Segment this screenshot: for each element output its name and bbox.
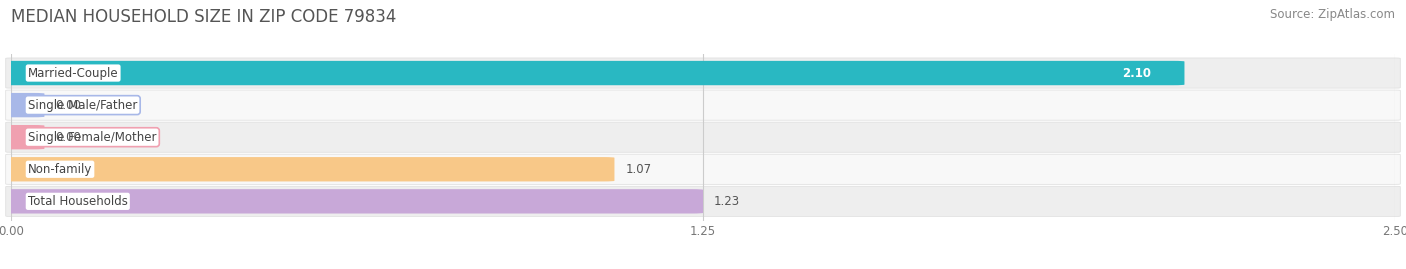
Text: 0.00: 0.00: [55, 131, 82, 144]
Text: 2.10: 2.10: [1122, 66, 1152, 80]
FancyBboxPatch shape: [6, 90, 1400, 120]
FancyBboxPatch shape: [0, 93, 45, 117]
FancyBboxPatch shape: [0, 189, 703, 214]
FancyBboxPatch shape: [6, 186, 1400, 217]
Text: 1.07: 1.07: [626, 163, 651, 176]
FancyBboxPatch shape: [0, 125, 45, 149]
Text: Source: ZipAtlas.com: Source: ZipAtlas.com: [1270, 8, 1395, 21]
Text: Married-Couple: Married-Couple: [28, 66, 118, 80]
Text: 1.23: 1.23: [714, 195, 740, 208]
Text: Single Male/Father: Single Male/Father: [28, 99, 138, 112]
FancyBboxPatch shape: [6, 58, 1400, 88]
Text: 0.00: 0.00: [55, 99, 82, 112]
FancyBboxPatch shape: [6, 154, 1400, 184]
FancyBboxPatch shape: [0, 157, 614, 182]
Text: Total Households: Total Households: [28, 195, 128, 208]
FancyBboxPatch shape: [6, 122, 1400, 152]
Text: Non-family: Non-family: [28, 163, 93, 176]
Text: Single Female/Mother: Single Female/Mother: [28, 131, 156, 144]
Text: MEDIAN HOUSEHOLD SIZE IN ZIP CODE 79834: MEDIAN HOUSEHOLD SIZE IN ZIP CODE 79834: [11, 8, 396, 26]
FancyBboxPatch shape: [0, 61, 1184, 85]
